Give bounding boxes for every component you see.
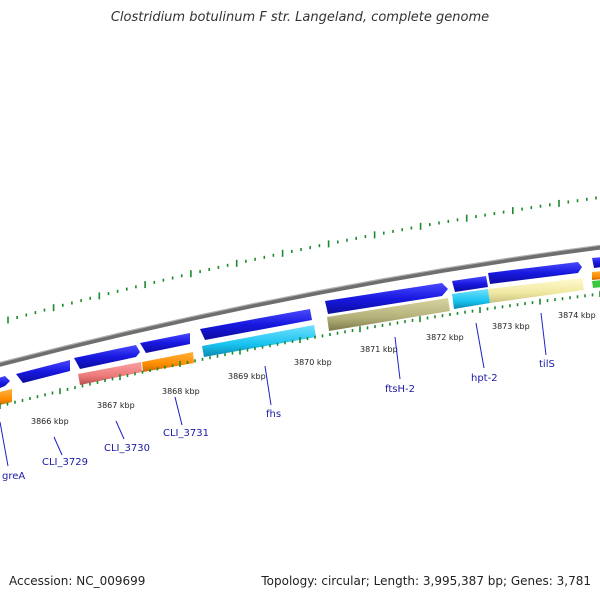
label-line-greA (0, 421, 9, 467)
label-line-hpt-2 (475, 322, 485, 369)
label-line-CLI_3731 (174, 396, 183, 426)
gene-arrow[interactable] (140, 333, 190, 353)
gene-label[interactable]: tilS (539, 359, 555, 370)
outer-tick-ring (7, 196, 597, 324)
gene-arrow[interactable] (74, 345, 140, 369)
gene-category-bands (0, 271, 600, 406)
scale-label: 3867 kbp (97, 401, 135, 410)
gene-arrow[interactable] (0, 376, 10, 390)
gene-band-hpt-2[interactable] (452, 289, 490, 309)
gene-label[interactable]: CLI_3731 (163, 428, 209, 439)
gene-arrow[interactable] (200, 309, 312, 340)
gene-band-edge-orange[interactable] (592, 271, 600, 280)
scale-label: 3874 kbp (558, 311, 596, 320)
scale-label: 3870 kbp (294, 358, 332, 367)
footer-genome-info: Topology: circular; Length: 3,995,387 bp… (261, 574, 591, 588)
label-line-tilS (540, 312, 547, 356)
gene-label[interactable]: CLI_3730 (104, 443, 150, 454)
inner-scale-ring (0, 291, 600, 409)
gene-band-CLI_3730[interactable] (78, 362, 142, 385)
footer-accession: Accession: NC_009699 (9, 574, 146, 588)
gene-label[interactable]: ftsH-2 (385, 384, 415, 395)
gene-label[interactable]: CLI_3729 (42, 457, 88, 468)
gene-band-tilS[interactable] (488, 278, 584, 303)
gene-arrow[interactable] (488, 262, 582, 284)
gene-arrow[interactable] (452, 276, 488, 292)
gene-label-lines (0, 312, 547, 467)
gene-label[interactable]: greA (2, 471, 25, 482)
scale-label: 3868 kbp (162, 387, 200, 396)
gene-band-edge-green[interactable] (592, 280, 600, 288)
map-title: Clostridium botulinum F str. Langeland, … (110, 10, 490, 25)
scale-label: 3873 kbp (492, 322, 530, 331)
gene-band-ftsH-2[interactable] (327, 298, 450, 331)
gene-label[interactable]: hpt-2 (471, 373, 498, 384)
label-line-fhs (264, 365, 272, 406)
forward-genes (0, 257, 600, 390)
label-line-ftsH-2 (394, 336, 401, 380)
gene-band-fhs[interactable] (202, 325, 316, 357)
gene-arrow[interactable] (325, 283, 448, 314)
scale-label: 3866 kbp (31, 417, 69, 426)
gene-arrow[interactable] (592, 257, 600, 268)
scale-label: 3869 kbp (228, 372, 266, 381)
label-line-CLI_3729 (53, 436, 63, 456)
scale-label: 3872 kbp (426, 333, 464, 342)
scale-label: 3871 kbp (360, 345, 398, 354)
gene-band-greA[interactable] (0, 389, 12, 406)
gene-labels: greA CLI_3729 CLI_3730 CLI_3731 fhs ftsH… (2, 359, 555, 482)
gene-arrow[interactable] (16, 360, 70, 383)
scale-labels: 3866 kbp 3867 kbp 3868 kbp 3869 kbp 3870… (31, 311, 596, 426)
gene-band-CLI_3731[interactable] (142, 352, 194, 372)
genome-backbone (0, 245, 600, 367)
label-line-CLI_3730 (115, 420, 125, 440)
gene-label[interactable]: fhs (266, 409, 281, 420)
